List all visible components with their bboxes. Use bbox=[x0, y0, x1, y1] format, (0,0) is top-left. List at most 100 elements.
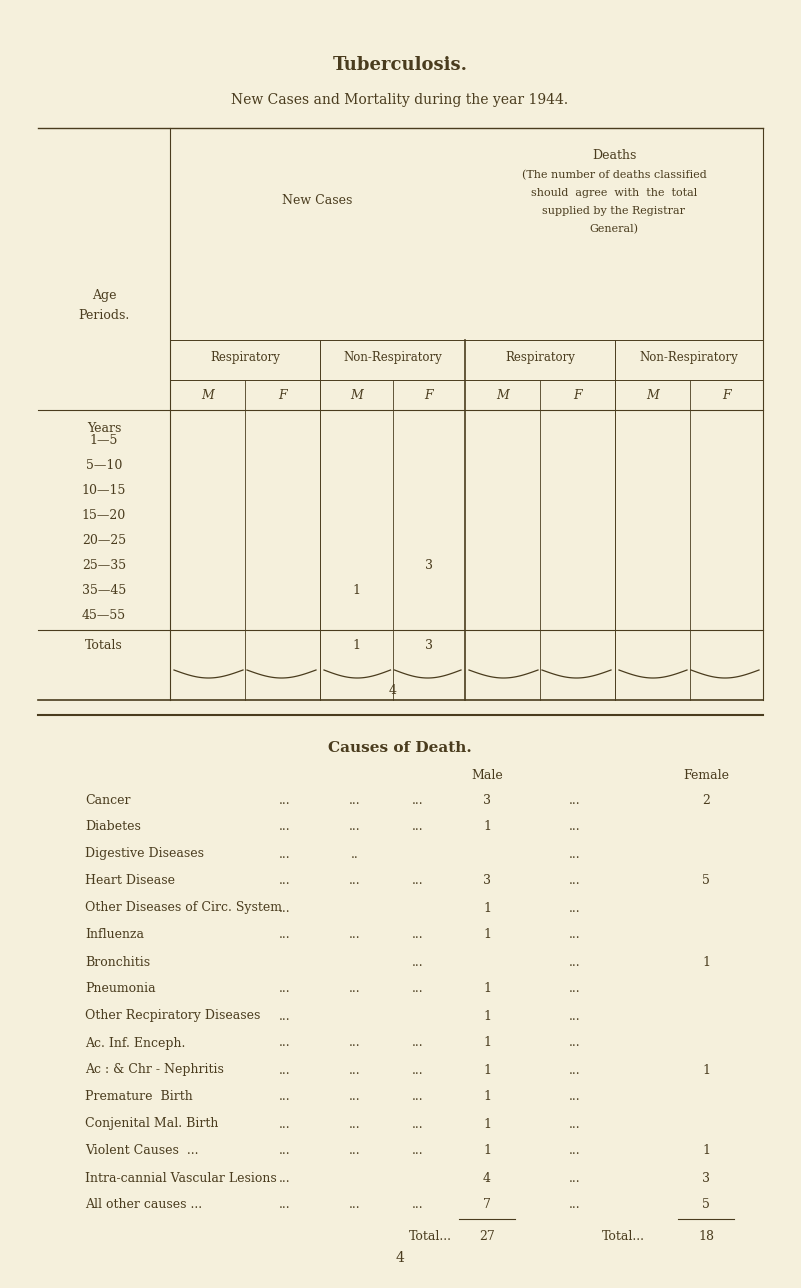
Text: 1: 1 bbox=[483, 1145, 491, 1158]
Text: ...: ... bbox=[570, 1199, 581, 1212]
Text: ...: ... bbox=[413, 875, 424, 887]
Text: 27: 27 bbox=[479, 1230, 495, 1243]
Text: Male: Male bbox=[471, 769, 503, 782]
Text: ...: ... bbox=[280, 1037, 291, 1050]
Text: 3: 3 bbox=[425, 639, 433, 652]
Text: ...: ... bbox=[570, 875, 581, 887]
Text: Other Diseases of Circ. System: Other Diseases of Circ. System bbox=[85, 902, 282, 914]
Text: ...: ... bbox=[349, 1091, 360, 1104]
Text: 1: 1 bbox=[483, 983, 491, 996]
Text: All other causes ...: All other causes ... bbox=[85, 1199, 202, 1212]
Text: 10—15: 10—15 bbox=[82, 483, 127, 496]
Text: Intra-cannial Vascular Lesions: Intra-cannial Vascular Lesions bbox=[85, 1172, 277, 1185]
Text: ...: ... bbox=[349, 929, 360, 942]
Text: ...: ... bbox=[413, 793, 424, 806]
Text: New Cases and Mortality during the year 1944.: New Cases and Mortality during the year … bbox=[231, 93, 569, 107]
Text: 1: 1 bbox=[483, 1010, 491, 1023]
Text: ...: ... bbox=[349, 1037, 360, 1050]
Text: ...: ... bbox=[570, 1091, 581, 1104]
Text: ...: ... bbox=[570, 983, 581, 996]
Text: 5: 5 bbox=[702, 875, 710, 887]
Text: ...: ... bbox=[280, 1118, 291, 1131]
Text: 1: 1 bbox=[702, 1145, 710, 1158]
Text: ...: ... bbox=[280, 1199, 291, 1212]
Text: ...: ... bbox=[280, 1091, 291, 1104]
Text: ...: ... bbox=[280, 1145, 291, 1158]
Text: ...: ... bbox=[570, 929, 581, 942]
Text: F: F bbox=[574, 389, 582, 402]
Text: ...: ... bbox=[349, 820, 360, 833]
Text: Cancer: Cancer bbox=[85, 793, 131, 806]
Text: Total...: Total... bbox=[409, 1230, 452, 1243]
Text: Premature  Birth: Premature Birth bbox=[85, 1091, 193, 1104]
Text: Respiratory: Respiratory bbox=[210, 350, 280, 363]
Text: ...: ... bbox=[413, 929, 424, 942]
Text: ...: ... bbox=[570, 1145, 581, 1158]
Text: General): General) bbox=[590, 224, 638, 234]
Text: Conjenital Mal. Birth: Conjenital Mal. Birth bbox=[85, 1118, 219, 1131]
Text: ...: ... bbox=[349, 1064, 360, 1077]
Text: Diabetes: Diabetes bbox=[85, 820, 141, 833]
Text: Total...: Total... bbox=[602, 1230, 645, 1243]
Text: 35—45: 35—45 bbox=[82, 583, 126, 596]
Text: should  agree  with  the  total: should agree with the total bbox=[531, 188, 697, 198]
Text: ...: ... bbox=[280, 848, 291, 860]
Text: ...: ... bbox=[349, 1199, 360, 1212]
Text: 1—5: 1—5 bbox=[90, 434, 119, 447]
Text: Digestive Diseases: Digestive Diseases bbox=[85, 848, 204, 860]
Text: ...: ... bbox=[280, 1172, 291, 1185]
Text: 3: 3 bbox=[483, 875, 491, 887]
Text: ...: ... bbox=[349, 983, 360, 996]
Text: 1: 1 bbox=[352, 583, 360, 596]
Text: ...: ... bbox=[280, 929, 291, 942]
Text: Tuberculosis.: Tuberculosis. bbox=[332, 55, 468, 73]
Text: (The number of deaths classified: (The number of deaths classified bbox=[521, 170, 706, 180]
Text: ...: ... bbox=[570, 848, 581, 860]
Text: Pneumonia: Pneumonia bbox=[85, 983, 155, 996]
Text: Totals: Totals bbox=[85, 639, 123, 652]
Text: ...: ... bbox=[280, 793, 291, 806]
Text: ...: ... bbox=[280, 902, 291, 914]
Text: ...: ... bbox=[570, 1118, 581, 1131]
Text: 3: 3 bbox=[425, 559, 433, 572]
Text: supplied by the Registrar: supplied by the Registrar bbox=[542, 206, 686, 216]
Text: 4: 4 bbox=[396, 1251, 405, 1265]
Text: Causes of Death.: Causes of Death. bbox=[328, 741, 472, 755]
Text: ...: ... bbox=[570, 1037, 581, 1050]
Text: New Cases: New Cases bbox=[282, 193, 352, 206]
Text: Other Recpiratory Diseases: Other Recpiratory Diseases bbox=[85, 1010, 260, 1023]
Text: ..: .. bbox=[351, 848, 359, 860]
Text: 1: 1 bbox=[702, 1064, 710, 1077]
Text: 2: 2 bbox=[702, 793, 710, 806]
Text: Deaths: Deaths bbox=[592, 148, 636, 161]
Text: 1: 1 bbox=[483, 1118, 491, 1131]
Text: 18: 18 bbox=[698, 1230, 714, 1243]
Text: ...: ... bbox=[280, 820, 291, 833]
Text: ...: ... bbox=[570, 820, 581, 833]
Text: Bronchitis: Bronchitis bbox=[85, 956, 150, 969]
Text: 4: 4 bbox=[483, 1172, 491, 1185]
Text: Respiratory: Respiratory bbox=[505, 350, 575, 363]
Text: 1: 1 bbox=[483, 1091, 491, 1104]
Text: F: F bbox=[723, 389, 731, 402]
Text: ...: ... bbox=[413, 1037, 424, 1050]
Text: ...: ... bbox=[570, 902, 581, 914]
Text: Years: Years bbox=[87, 421, 121, 434]
Text: M: M bbox=[496, 389, 509, 402]
Text: ...: ... bbox=[349, 793, 360, 806]
Text: 1: 1 bbox=[483, 929, 491, 942]
Text: Ac. Inf. Enceph.: Ac. Inf. Enceph. bbox=[85, 1037, 185, 1050]
Text: 5: 5 bbox=[702, 1199, 710, 1212]
Text: ...: ... bbox=[413, 820, 424, 833]
Text: 5—10: 5—10 bbox=[86, 459, 123, 471]
Text: Age: Age bbox=[92, 289, 116, 301]
Text: 1: 1 bbox=[702, 956, 710, 969]
Text: F: F bbox=[425, 389, 433, 402]
Text: Non-Respiratory: Non-Respiratory bbox=[640, 350, 739, 363]
Text: Ac : & Chr - Nephritis: Ac : & Chr - Nephritis bbox=[85, 1064, 223, 1077]
Text: ...: ... bbox=[570, 1172, 581, 1185]
Text: ...: ... bbox=[280, 1064, 291, 1077]
Text: ...: ... bbox=[570, 956, 581, 969]
Text: ...: ... bbox=[280, 875, 291, 887]
Text: M: M bbox=[201, 389, 214, 402]
